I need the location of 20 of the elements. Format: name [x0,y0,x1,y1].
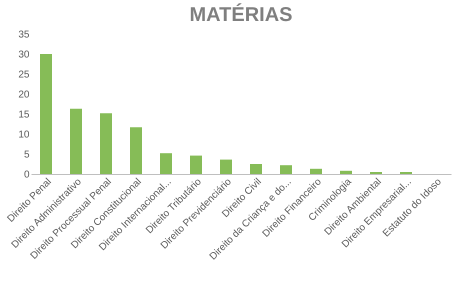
y-tick-label: 15 [18,110,30,120]
y-tick-label: 10 [18,130,30,140]
chart-title: MATÉRIAS [190,3,292,26]
bar [100,113,112,174]
bar [220,160,232,174]
bar [70,108,82,174]
bar [250,164,262,174]
bar [160,153,172,174]
y-tick-label: 35 [18,30,30,40]
bar [280,165,292,174]
y-tick-label: 25 [18,70,30,80]
y-tick-label: 0 [24,170,30,180]
y-tick-label: 20 [18,90,30,100]
bar [310,168,322,174]
y-tick-label: 5 [24,150,30,160]
bar [40,54,52,174]
bar [190,156,202,174]
y-tick-label: 30 [18,50,30,60]
bar [340,170,352,174]
bar [130,127,142,174]
